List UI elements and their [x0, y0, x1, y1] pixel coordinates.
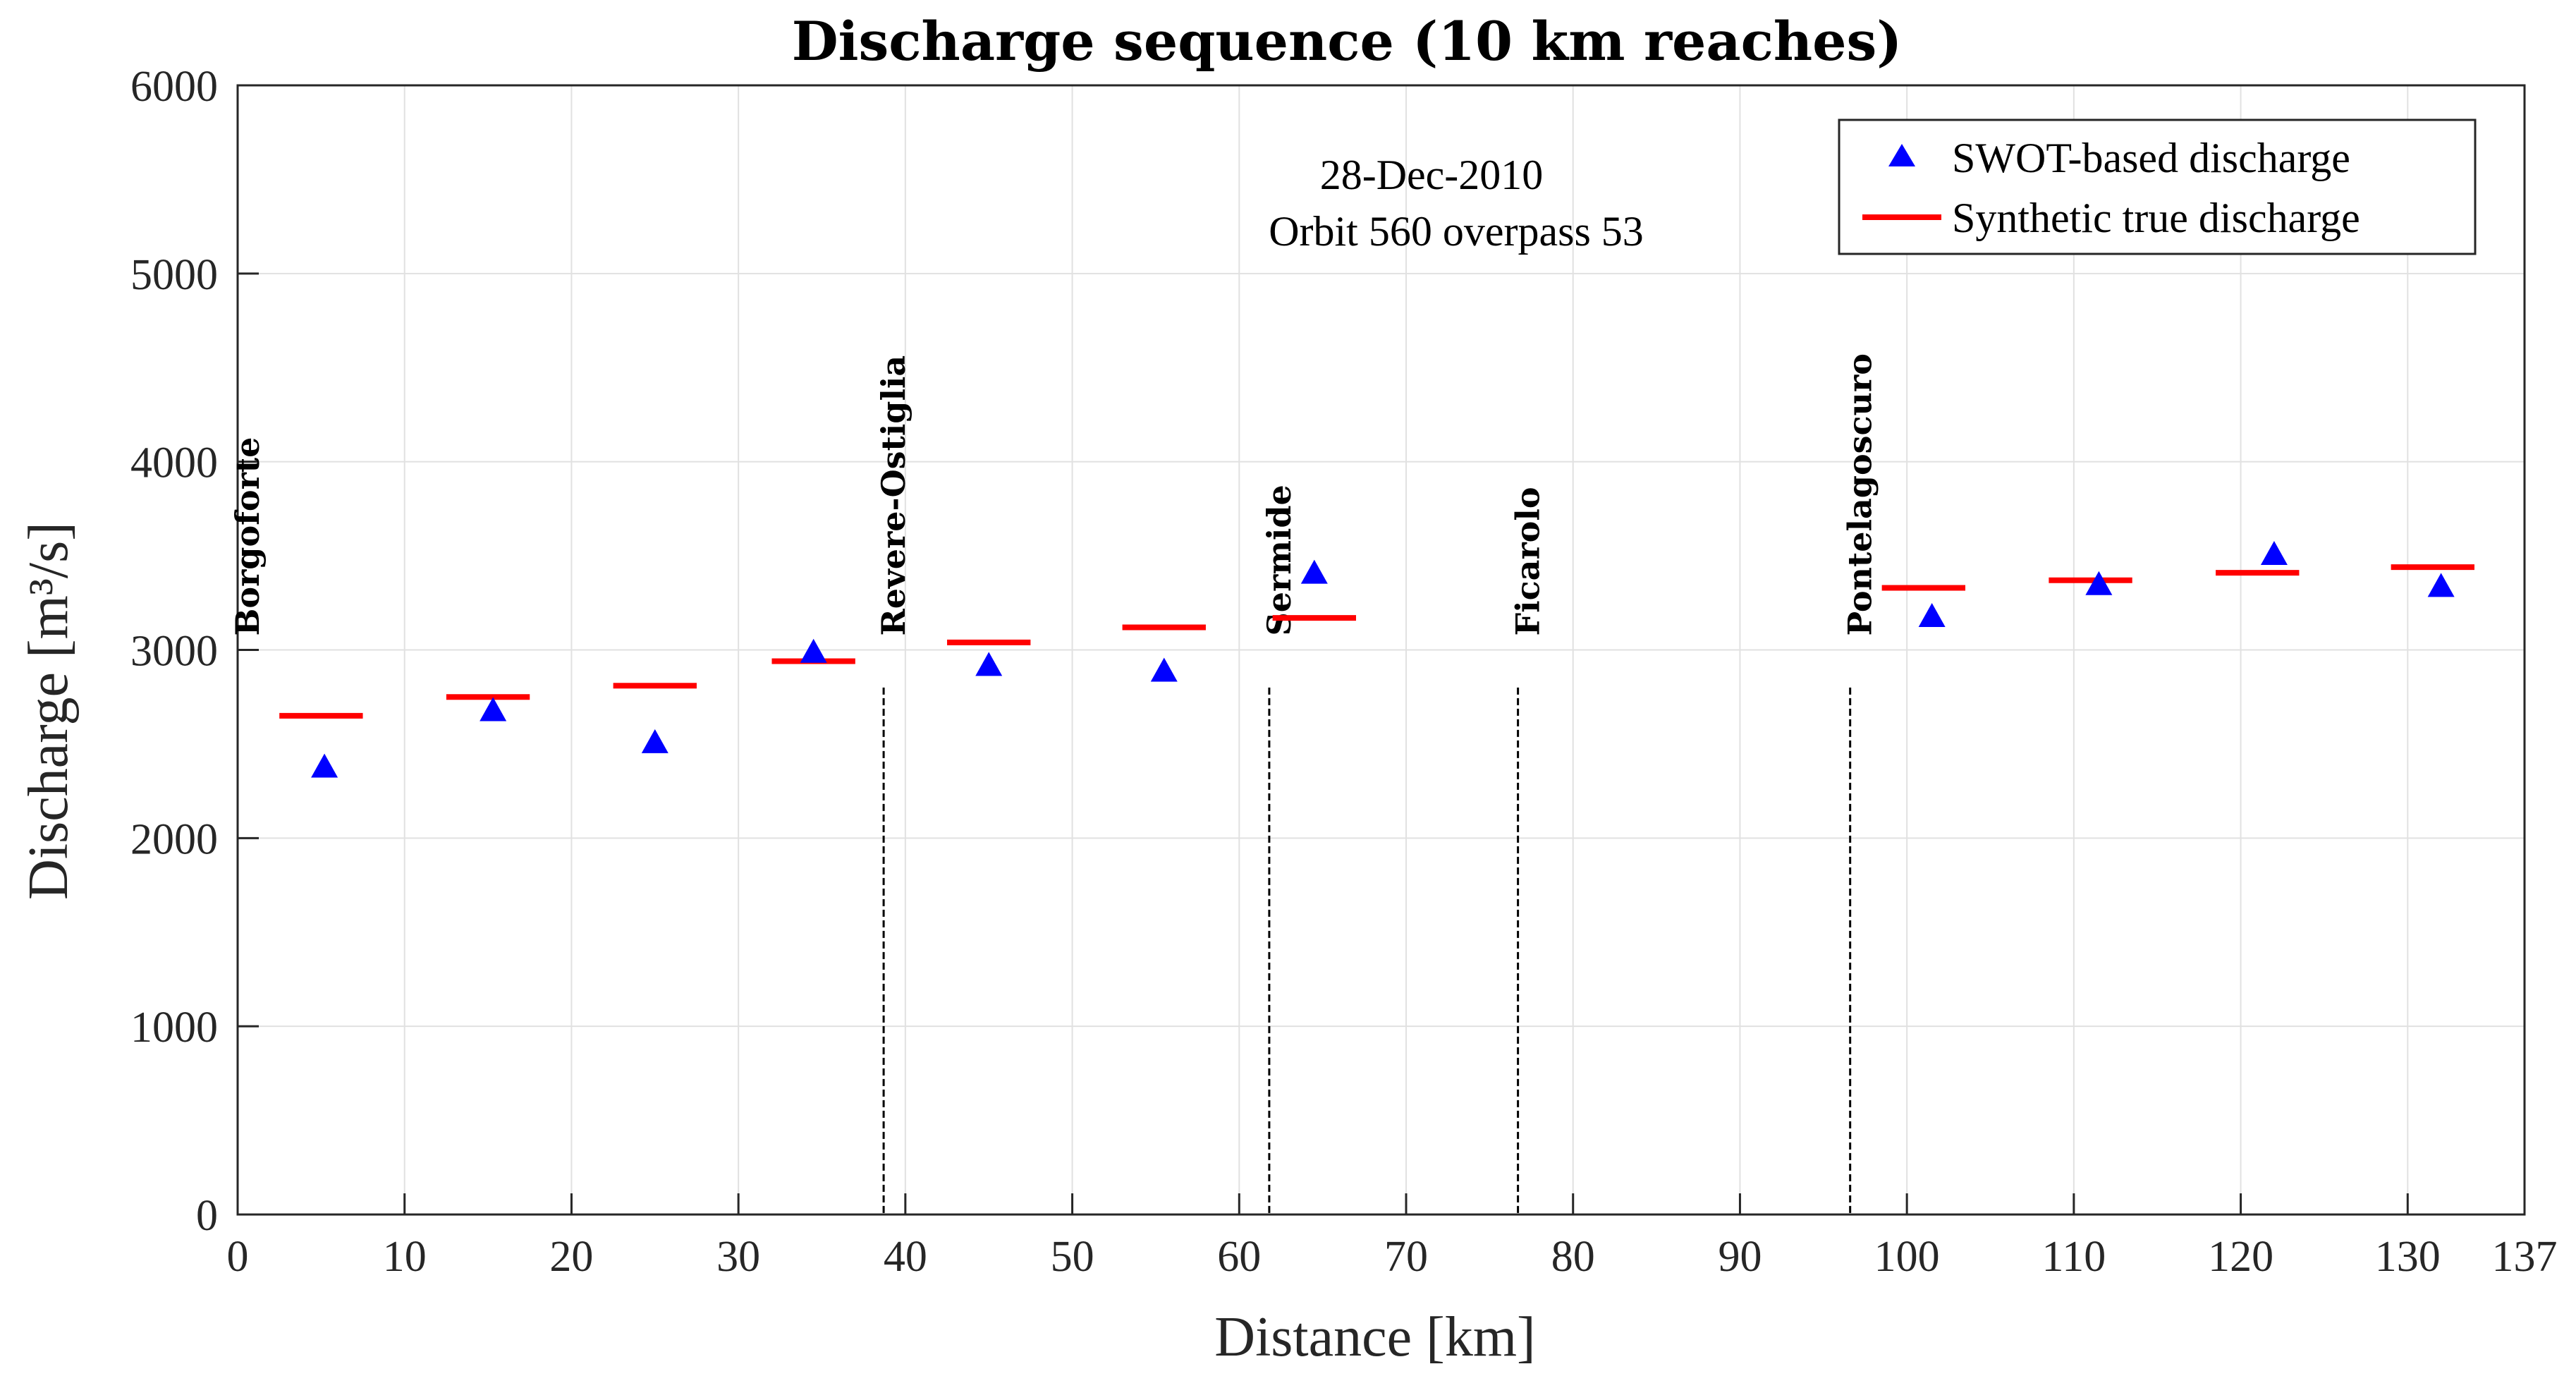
y-tick-label: 1000 [130, 1004, 218, 1052]
swot-discharge-point [800, 638, 827, 663]
x-tick-label: 10 [383, 1233, 427, 1281]
swot-discharge-point [641, 729, 669, 753]
swot-discharge-point [2427, 573, 2455, 597]
swot-discharge-point [1300, 559, 1328, 584]
legend-triangle-icon [1888, 144, 1915, 166]
swot-discharge-point [311, 753, 338, 778]
y-tick-label: 2000 [130, 815, 218, 863]
chart-title: Discharge sequence (10 km reaches) [792, 10, 1903, 73]
y-tick-label: 5000 [130, 251, 218, 299]
x-tick-label: 120 [2208, 1233, 2273, 1281]
x-tick-label: 0 [227, 1233, 249, 1281]
y-tick-label: 0 [196, 1192, 218, 1240]
station-label: Pontelagoscuro [1841, 353, 1879, 635]
x-tick-label: 137 [2492, 1233, 2558, 1281]
data-marks [279, 541, 2474, 778]
x-tick-label: 40 [884, 1233, 927, 1281]
y-tick-label: 3000 [130, 628, 218, 676]
x-tick-label: 30 [716, 1233, 760, 1281]
station-label: Borgoforte [228, 437, 267, 636]
station-labels: Borgoforte Revere-Ostiglia Sermide Ficarolo… [228, 353, 1879, 635]
station-label: Ficarolo [1509, 487, 1547, 635]
x-tick-label: 20 [549, 1233, 593, 1281]
legend: SWOT-based discharge Synthetic true disc… [1838, 118, 2477, 255]
station-label: Revere-Ostiglia [874, 355, 912, 636]
legend-true-label: Synthetic true discharge [1952, 195, 2360, 241]
station-label: Sermide [1260, 485, 1298, 635]
x-tick-label: 130 [2375, 1233, 2441, 1281]
grid [238, 85, 2525, 1214]
axis-ticks: 0 10 20 30 40 50 60 70 80 90 100 110 120 130 137 0 1000 2… [130, 63, 2558, 1281]
y-tick-label: 4000 [130, 439, 218, 487]
annotation-orbit: Orbit 560 overpass 53 [1269, 208, 1644, 255]
y-axis-label: Discharge [m³/s] [18, 522, 80, 900]
legend-box [1838, 118, 2477, 255]
x-tick-label: 90 [1718, 1233, 1762, 1281]
x-tick-label: 80 [1551, 1233, 1595, 1281]
annotation-date: 28-Dec-2010 [1320, 152, 1544, 198]
swot-discharge-point [480, 697, 507, 722]
swot-discharge-point [975, 652, 1003, 676]
swot-discharge-point [1918, 603, 1946, 628]
x-tick-label: 60 [1217, 1233, 1261, 1281]
x-axis-label: Distance [km] [1214, 1306, 1535, 1368]
x-tick-label: 50 [1051, 1233, 1094, 1281]
station-lines [882, 687, 1852, 1214]
swot-discharge-point [2260, 541, 2288, 566]
y-tick-label: 6000 [130, 63, 218, 111]
legend-swot-label: SWOT-based discharge [1952, 135, 2350, 181]
x-tick-label: 100 [1874, 1233, 1940, 1281]
x-tick-label: 70 [1384, 1233, 1428, 1281]
swot-discharge-point [2085, 571, 2113, 595]
swot-discharge-point [1150, 657, 1178, 682]
x-tick-label: 110 [2042, 1233, 2106, 1281]
